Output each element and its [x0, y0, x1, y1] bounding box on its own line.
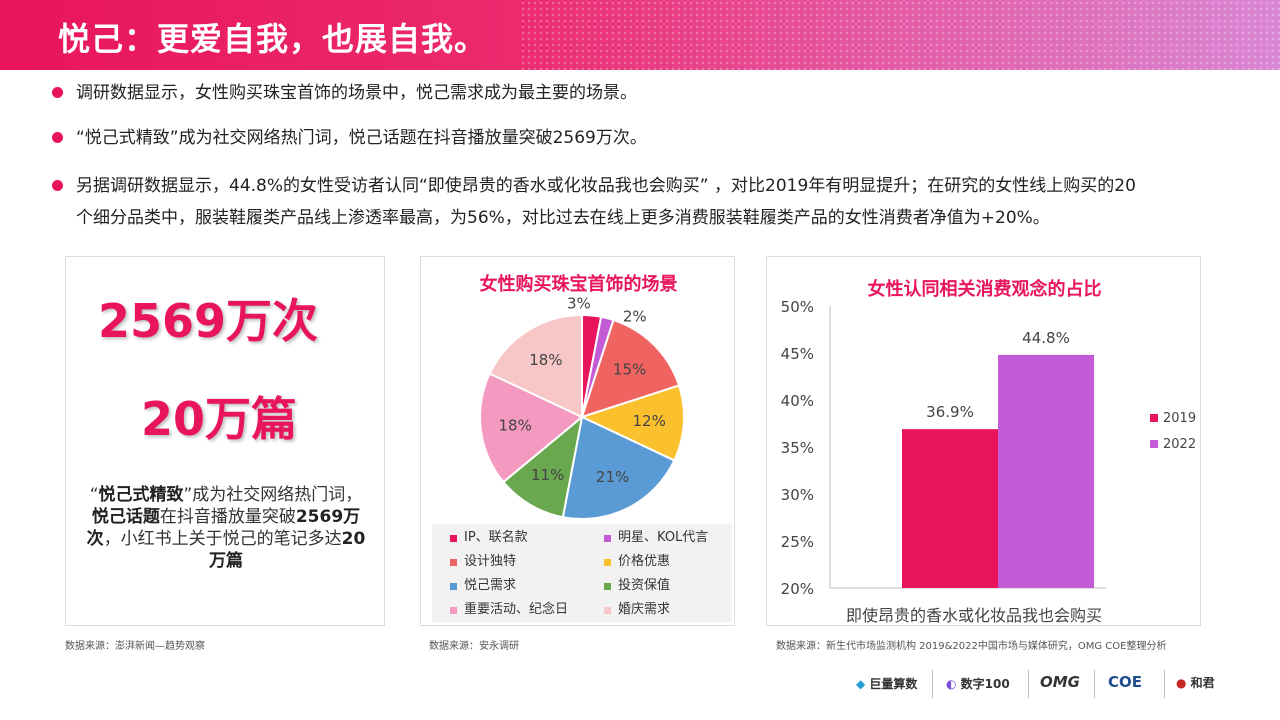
legend-label: IP、联名款: [464, 530, 528, 545]
partner-logos: ◆ 巨量算数 ◐ 数字100 OMG COE ● 和君: [850, 670, 1230, 698]
y-tick-label: 35%: [781, 439, 814, 457]
header-banner: 悦己：更爱自我，也展自我。: [0, 0, 1280, 70]
x-category-label: 即使昂贵的香水或化妆品我也会购买: [846, 606, 1102, 625]
legend-swatch: [604, 607, 611, 614]
logo-shuzi100: ◐ 数字100: [946, 677, 1010, 691]
pie-slice: [479, 372, 584, 484]
note-text: ”成为社交网络热门词，: [183, 485, 363, 505]
bullet-dot: [52, 180, 63, 191]
legend-swatch: [604, 583, 611, 590]
bullet-text: “悦己式精致”成为社交网络热门词，悦己话题在抖音播放量突破2569万次。: [76, 128, 647, 148]
y-tick-label: 40%: [781, 392, 814, 410]
banner-pattern: [520, 0, 1280, 70]
legend-label: 悦己需求: [464, 578, 517, 593]
legend-label: 2022: [1163, 437, 1196, 452]
bullet-text-line1: 另据调研数据显示，44.8%的女性受访者认同“即使昂贵的香水或化妆品我也会购买”…: [76, 176, 1136, 196]
pie-slice: [502, 414, 584, 519]
logo-divider: [1028, 670, 1029, 698]
legend-label: 明星、KOL代言: [618, 530, 709, 545]
legend-label: 2019: [1163, 411, 1196, 426]
bar-data-label: 44.8%: [1022, 329, 1070, 347]
logo-divider: [1094, 670, 1095, 698]
bullet-dot: [52, 132, 63, 143]
pie-data-label: 12%: [633, 412, 666, 430]
note-text: “: [89, 485, 99, 505]
y-tick-label: 50%: [781, 298, 814, 316]
bar-data-label: 36.9%: [926, 403, 974, 421]
bar-2022: [998, 354, 1094, 588]
pie-slice: [488, 313, 583, 419]
pie-slice: [561, 415, 676, 520]
legend-label: 价格优惠: [618, 554, 671, 569]
logo-omg: OMG: [1040, 673, 1080, 691]
pie-data-label: 15%: [613, 360, 646, 378]
y-tick-label: 45%: [781, 345, 814, 363]
note-emphasis: 20万篇: [209, 529, 366, 571]
y-tick-label: 25%: [781, 533, 814, 551]
legend-swatch: [1150, 414, 1158, 422]
stat-views: 2569万次: [98, 294, 319, 348]
legend-swatch: [450, 559, 457, 566]
source-note: 数据来源：澎湃新闻—趋势观察: [65, 641, 205, 652]
logo-hejun: ● 和君: [1176, 676, 1215, 690]
pie-data-label: 11%: [531, 466, 564, 484]
pie-legend: IP、联名款 明星、KOL代言 设计独特 价格优惠 悦己需求 投资保值 重要活动…: [432, 524, 732, 622]
pie-data-label: 18%: [499, 416, 532, 434]
bullet-dot: [52, 87, 63, 98]
logo-divider: [1164, 670, 1165, 698]
pie-data-label: 3%: [567, 295, 591, 313]
bar-chart: 20% 25% 30% 35% 40% 45% 50% 36.9% 2019 44.8% 2022 即…: [781, 298, 1196, 625]
bullet-text: 调研数据显示，女性购买珠宝首饰的场景中，悦己需求成为最主要的场景。: [76, 83, 637, 103]
stats-panel: 2569万次 20万篇 “悦己式精致”成为社交网络热门词， 悦己话题在抖音播放量突…: [65, 256, 385, 626]
stat-notes: 20万篇: [141, 392, 298, 446]
note-emphasis: 悦己话题: [91, 507, 160, 527]
legend-swatch: [604, 559, 611, 566]
pie-chart-title: 女性购买珠宝首饰的场景: [479, 274, 678, 295]
bar-2019: [902, 429, 998, 588]
note-text: ，小红书上关于悦己的笔记多达: [103, 529, 342, 549]
legend-label: 设计独特: [464, 554, 517, 569]
y-tick-label: 20%: [781, 580, 814, 598]
logo-coe: COE: [1108, 673, 1143, 691]
note-emphasis: 2569万次: [86, 507, 361, 549]
logo-divider: [932, 670, 933, 698]
bullet-text-line2: 个细分品类中，服装鞋履类产品线上渗透率最高，为56%，对比过去在线上更多消费服装…: [76, 208, 1050, 228]
source-note: 数据来源：新生代市场监测机构 2019&2022中国市场与媒体研究，OMG CO…: [776, 641, 1167, 652]
stats-description: “悦己式精致”成为社交网络热门词， 悦己话题在抖音播放量突破2569万次，小红书上…: [86, 484, 366, 572]
source-note: 数据来源：安永调研: [429, 641, 519, 652]
pie-data-label: 18%: [529, 351, 562, 369]
legend-swatch: [450, 607, 457, 614]
logo-juliang: ◆ 巨量算数: [856, 677, 918, 691]
y-tick-label: 30%: [781, 486, 814, 504]
legend-swatch: [450, 583, 457, 590]
pie-data-label: 21%: [596, 468, 629, 486]
legend-swatch: [604, 535, 611, 542]
legend-label: 重要活动、纪念日: [464, 602, 569, 617]
note-emphasis: 悦己式精致: [98, 485, 184, 505]
pie-slice: [579, 384, 685, 462]
legend-label: 投资保值: [618, 578, 671, 593]
legend-swatch: [450, 535, 457, 542]
bar-chart-title: 女性认同相关消费观念的占比: [867, 279, 1102, 300]
pie-data-label: 2%: [623, 308, 647, 326]
legend-swatch: [1150, 440, 1158, 448]
page-title: 悦己：更爱自我，也展自我。: [58, 20, 488, 58]
legend-label: 婚庆需求: [618, 602, 671, 617]
pie-chart: 3% 2% 15% 12% 21% 11% 18% 18%: [479, 295, 685, 520]
note-text: 在抖音播放量突破: [159, 507, 296, 527]
